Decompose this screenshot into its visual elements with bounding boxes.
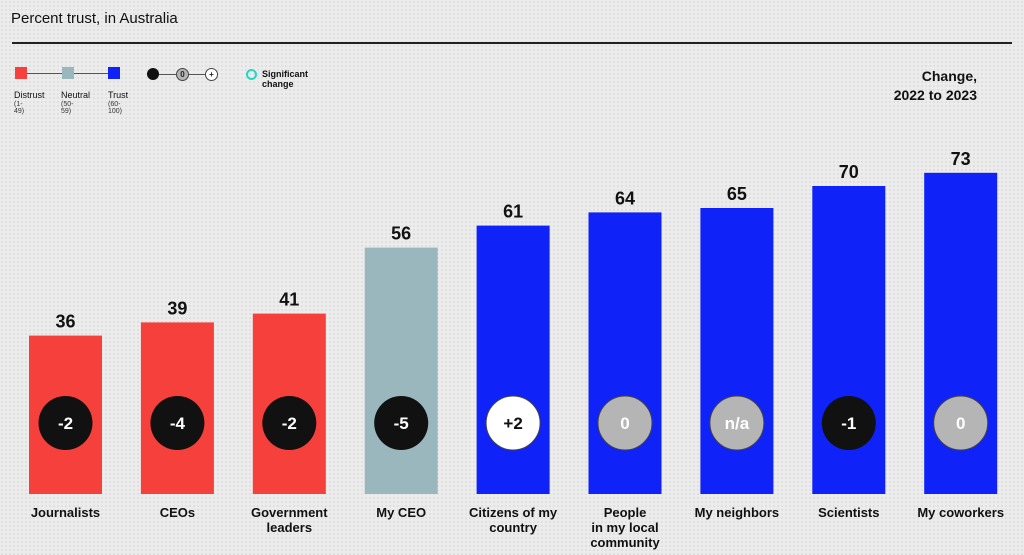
data-label: 56 [391, 224, 411, 244]
data-label: 73 [951, 149, 971, 169]
change-label: -5 [394, 414, 409, 433]
data-label: 64 [615, 188, 635, 208]
legend-range-trust: (60-100) [108, 101, 123, 115]
change-header-line1: Change, [921, 68, 977, 84]
legend-negative-change-dot [147, 68, 159, 80]
change-label: n/a [725, 414, 750, 433]
bar [700, 208, 774, 494]
data-label: 65 [727, 184, 747, 204]
tick-label: My coworkers [917, 505, 1004, 520]
change-label: -2 [282, 414, 297, 433]
data-label: 41 [279, 290, 299, 310]
change-label: -1 [841, 414, 856, 433]
tick-label: Scientists [818, 505, 879, 520]
data-label: 39 [167, 298, 187, 318]
tick-label: Journalists [31, 505, 100, 520]
change-marker [262, 396, 317, 450]
bar [588, 212, 662, 494]
chart-title: Percent trust, in Australia [11, 10, 178, 27]
change-marker [709, 395, 765, 451]
legend-label-distrust: Distrust [14, 90, 45, 100]
bar [364, 247, 438, 494]
change-marker [38, 396, 93, 450]
change-marker [821, 396, 876, 450]
change-marker [597, 395, 653, 451]
legend-swatch-distrust [15, 67, 27, 79]
change-marker [374, 396, 429, 450]
tick-label: CEOs [160, 505, 195, 520]
change-label: +2 [503, 414, 522, 433]
change-label: 0 [956, 414, 965, 433]
change-label: -2 [58, 414, 73, 433]
tick-label: People in my local community [590, 505, 660, 550]
change-marker [150, 396, 205, 450]
legend-range-distrust: (1-49) [14, 101, 25, 115]
legend-label-trust: Trust [108, 90, 129, 100]
legend-range-neutral: (50-59) [61, 101, 74, 115]
legend-swatch-trust [108, 67, 120, 79]
bar [476, 225, 550, 494]
legend-label-neutral: Neutral [61, 90, 91, 100]
title-divider [12, 42, 1012, 44]
tick-label: Government leaders [251, 505, 328, 535]
change-header-line2: 2022 to 2023 [893, 87, 977, 103]
legend-zero-change-dot: 0 [176, 68, 189, 81]
tick-label: My neighbors [695, 505, 780, 520]
legend-significant-change-icon [246, 69, 257, 80]
legend-positive-change-dot: + [205, 68, 218, 81]
change-marker [933, 395, 989, 451]
tick-label: Citizens of my country [469, 505, 558, 535]
data-label: 70 [839, 162, 859, 182]
data-label: 61 [503, 202, 523, 222]
data-label: 36 [55, 312, 75, 332]
tick-label: My CEO [376, 505, 426, 520]
legend-swatch-neutral [62, 67, 74, 79]
change-header: Change, 2022 to 2023 [894, 67, 977, 105]
change-label: -4 [170, 414, 186, 433]
change-marker [485, 395, 541, 451]
change-label: 0 [620, 414, 629, 433]
legend-significant-change-label: Significant change [262, 69, 309, 89]
